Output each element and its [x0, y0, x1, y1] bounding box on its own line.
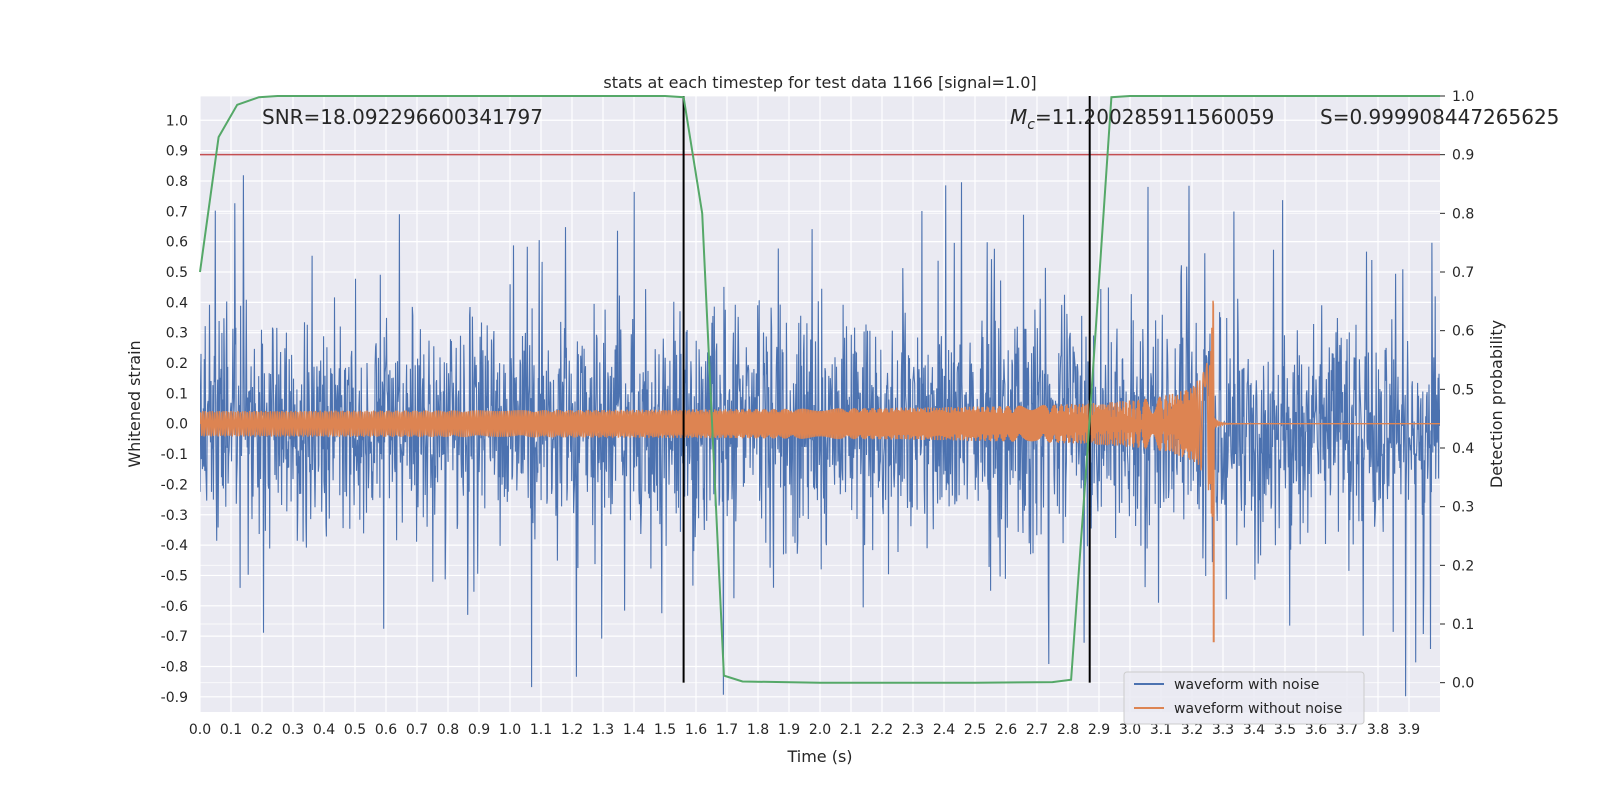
x-tick-label: 2.1 [840, 722, 862, 738]
x-tick-label: 0.8 [437, 722, 459, 738]
y-tick-label: 0.1 [166, 386, 188, 402]
y-tick-label: 0.7 [166, 204, 188, 220]
y-tick-label: -0.1 [161, 447, 188, 463]
x-tick-label: 3.1 [1150, 722, 1172, 738]
y-tick-label: -0.5 [161, 568, 188, 584]
legend-box [1123, 671, 1365, 725]
x-tick-label: 0.6 [375, 722, 397, 738]
y-tick-label: 0.0 [166, 417, 188, 433]
x-tick-label: 3.9 [1398, 722, 1420, 738]
x-tick-label: 0.1 [220, 722, 242, 738]
x-tick-label: 1.1 [530, 722, 552, 738]
series-detection-probability [199, 95, 1440, 684]
x-tick-label: 1.9 [778, 722, 800, 738]
legend: waveform with noise waveform without noi… [1123, 671, 1365, 725]
y-tick-label: 0.4 [166, 295, 188, 311]
y2-tick-label: 0.4 [1452, 441, 1474, 457]
x-tick-label: 3.8 [1367, 722, 1389, 738]
x-tick-label: 2.6 [995, 722, 1017, 738]
y2-tick-label: 0.0 [1452, 676, 1474, 692]
x-tick-label: 1.0 [499, 722, 521, 738]
x-tick-label: 0.9 [468, 722, 490, 738]
x-tick-label: 0.7 [406, 722, 428, 738]
x-tick-label: 2.0 [809, 722, 831, 738]
x-tick-label: 0.3 [282, 722, 304, 738]
x-tick-label: 1.6 [685, 722, 707, 738]
y2-axis-label: Detection probability [1487, 320, 1506, 488]
y2-tick-label: 0.5 [1452, 382, 1474, 398]
x-tick-label: 1.8 [747, 722, 769, 738]
x-tick-label: 1.5 [654, 722, 676, 738]
x-tick-label: 0.5 [344, 722, 366, 738]
x-tick-label: 1.7 [716, 722, 738, 738]
y2-tick-label: 0.6 [1452, 324, 1474, 340]
mc-value: =11.200285911560059 [1035, 105, 1274, 129]
y2-tick-label: 0.1 [1452, 617, 1474, 633]
x-tick-label: 1.3 [592, 722, 614, 738]
y-tick-label: -0.6 [161, 599, 188, 615]
legend-label-clean: waveform without noise [1174, 701, 1342, 717]
x-tick-label: 1.2 [561, 722, 583, 738]
y2-tick-label: 1.0 [1452, 89, 1474, 105]
x-tick-label: 2.4 [933, 722, 955, 738]
y-tick-label: 0.8 [166, 174, 188, 190]
axes: 0.0 0.1 0.2 0.3 0.4 0.5 0.6 0.7 0.8 0.9 1.0 1.1 1.2 1… [161, 89, 1475, 738]
x-tick-label: 2.8 [1057, 722, 1079, 738]
y-tick-label: -0.3 [161, 508, 188, 524]
y2-tick-label: 0.7 [1452, 265, 1474, 281]
y2-tick-label: 0.8 [1452, 206, 1474, 222]
x-tick-label: 3.4 [1243, 722, 1265, 738]
x-tick-label: 3.7 [1336, 722, 1358, 738]
series-waveform-with-noise [200, 175, 1440, 697]
x-tick-label: 3.6 [1305, 722, 1327, 738]
y2-tick-label: 0.9 [1452, 148, 1474, 164]
y-tick-label: 0.3 [166, 326, 188, 342]
y2-tick-label: 0.3 [1452, 500, 1474, 516]
x-tick-label: 3.5 [1274, 722, 1296, 738]
y-tick-label: 1.0 [166, 113, 188, 129]
y-tick-label: 0.9 [166, 144, 188, 160]
y-tick-label: -0.4 [161, 538, 188, 554]
x-tick-label: 0.2 [251, 722, 273, 738]
y-tick-label: -0.2 [161, 477, 188, 493]
series-layer [200, 175, 1440, 697]
mc-subscript: c [1027, 117, 1035, 133]
x-tick-label: 3.0 [1119, 722, 1141, 738]
x-tick-label: 2.7 [1026, 722, 1048, 738]
y-tick-label: 0.6 [166, 235, 188, 251]
x-tick-label: 3.3 [1212, 722, 1234, 738]
s-annotation: S=0.999908447265625 [1320, 105, 1559, 129]
y-tick-label: -0.7 [161, 629, 188, 645]
y-tick-label: -0.8 [161, 659, 188, 675]
series-waveform-without-noise [200, 300, 1440, 517]
x-tick-label: 0.4 [313, 722, 335, 738]
y-tick-label: -0.9 [161, 690, 188, 706]
y-tick-label: 0.5 [166, 265, 188, 281]
chart-title: stats at each timestep for test data 116… [603, 73, 1036, 92]
markers-layer [199, 95, 1440, 684]
x-axis-label: Time (s) [786, 747, 852, 766]
y2-tick-label: 0.2 [1452, 558, 1474, 574]
x-tick-label: 2.2 [871, 722, 893, 738]
x-tick-label: 0.0 [189, 722, 211, 738]
x-tick-label: 2.9 [1088, 722, 1110, 738]
x-tick-label: 2.5 [964, 722, 986, 738]
x-tick-label: 1.4 [623, 722, 645, 738]
snr-annotation: SNR=18.092296600341797 [262, 105, 543, 129]
x-tick-label: 2.3 [902, 722, 924, 738]
x-tick-label: 3.2 [1181, 722, 1203, 738]
mc-symbol: M [1010, 105, 1027, 129]
legend-label-noise: waveform with noise [1174, 677, 1319, 693]
mc-annotation: Mc=11.200285911560059 [1010, 105, 1274, 133]
y-axis-label: Whitened strain [125, 340, 144, 467]
y-tick-label: 0.2 [166, 356, 188, 372]
